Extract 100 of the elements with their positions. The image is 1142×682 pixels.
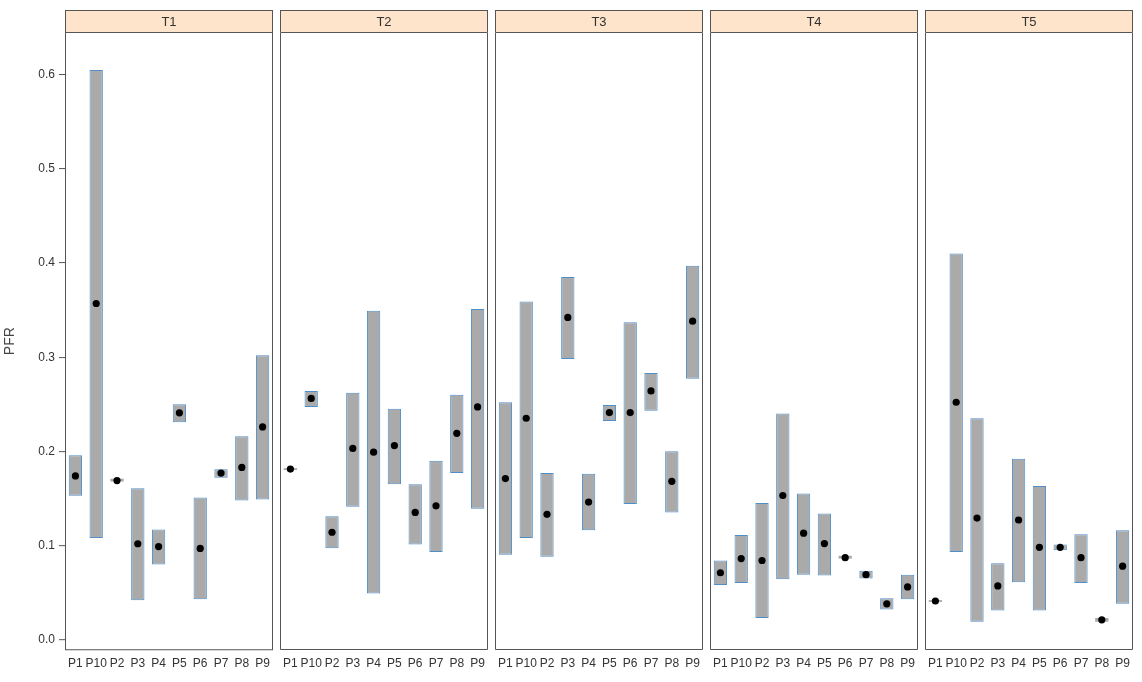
x-tick-label: P7	[643, 655, 659, 670]
x-tick-label: P10	[945, 655, 968, 670]
x-tick-label: P4	[366, 655, 382, 670]
panel-header-strip: T4	[710, 10, 918, 32]
point	[134, 539, 142, 548]
x-tick-label: P7	[1073, 655, 1089, 670]
point	[71, 472, 79, 480]
x-tick-label: P5	[817, 655, 833, 670]
y-tick-label: 0.1	[38, 537, 56, 552]
x-tick-label: P4	[796, 655, 812, 670]
x-tick-label: P3	[345, 655, 361, 670]
point	[522, 414, 530, 422]
point	[689, 317, 697, 325]
chart-title: T5	[1021, 14, 1037, 29]
point	[585, 498, 593, 506]
point	[432, 502, 440, 510]
x-tick-label: P8	[664, 655, 680, 670]
x-tick-label: P8	[879, 655, 895, 670]
panel-header-strip: T1	[65, 10, 273, 32]
x-tick-label: P3	[130, 655, 146, 670]
panel-header-strip: T3	[495, 10, 703, 32]
x-tick-label: P2	[754, 655, 770, 670]
point	[1077, 554, 1085, 562]
point	[286, 465, 294, 473]
y-tick-label: 0.6	[38, 66, 56, 81]
chart-title: T1	[161, 14, 177, 29]
x-tick-label: P2	[969, 655, 985, 670]
point	[370, 448, 378, 456]
point	[820, 539, 828, 548]
point	[411, 508, 419, 517]
point	[564, 313, 572, 322]
x-tick-label: P5	[387, 655, 403, 670]
x-tick-label: P1	[498, 655, 514, 670]
x-tick-label: P4	[151, 655, 167, 670]
point	[501, 474, 509, 483]
y-tick-label: 0.2	[38, 443, 56, 458]
point	[994, 582, 1002, 590]
x-tick-label: P1	[928, 655, 944, 670]
point	[196, 544, 204, 552]
point	[474, 403, 482, 411]
x-tick-label: P6	[192, 655, 208, 670]
x-tick-label: P4	[581, 655, 597, 670]
x-tick-label: P8	[1094, 655, 1110, 670]
point	[737, 555, 745, 563]
x-tick-label: P1	[713, 655, 729, 670]
y-tick-label: 0.0	[38, 631, 56, 646]
x-tick-label: P6	[407, 655, 423, 670]
x-tick-label: P9	[900, 655, 916, 670]
x-tick-label: P9	[255, 655, 271, 670]
x-tick-label: P4	[1011, 655, 1027, 670]
x-tick-label: P9	[470, 655, 486, 670]
x-tick-label: P9	[685, 655, 701, 670]
point	[238, 463, 246, 471]
chart-title: T3	[591, 14, 607, 29]
x-tick-label: P10	[85, 655, 108, 670]
x-tick-label: P8	[234, 655, 250, 670]
y-tick-label: 0.3	[38, 349, 56, 364]
point	[92, 299, 100, 307]
x-tick-label: P2	[539, 655, 555, 670]
point	[1119, 562, 1127, 570]
y-tick-label: 0.5	[38, 160, 56, 175]
point	[1035, 543, 1043, 551]
chart-title: T2	[376, 14, 392, 29]
point	[543, 510, 551, 518]
x-tick-label: P1	[283, 655, 299, 670]
x-tick-label: P10	[515, 655, 538, 670]
x-tick-label: P5	[602, 655, 618, 670]
x-tick-label: P6	[1052, 655, 1068, 670]
point	[390, 441, 398, 450]
point	[626, 409, 634, 417]
x-tick-label: P3	[990, 655, 1006, 670]
x-tick-label: P2	[109, 655, 125, 670]
panel-header-strip: T2	[280, 10, 488, 32]
point	[259, 423, 267, 431]
point	[952, 398, 960, 406]
x-tick-label: P9	[1115, 655, 1131, 670]
x-tick-label: P7	[858, 655, 874, 670]
x-tick-label: P10	[300, 655, 323, 670]
y-tick-label: 0.4	[38, 255, 56, 270]
x-tick-label: P7	[428, 655, 444, 670]
point	[155, 542, 163, 550]
chart-title: T4	[806, 14, 822, 29]
point	[973, 514, 981, 522]
point	[668, 477, 676, 485]
point	[647, 387, 655, 395]
point	[758, 556, 766, 565]
x-tick-label: P6	[622, 655, 638, 670]
x-tick-label: P3	[560, 655, 576, 670]
y-axis-title: PFR	[1, 326, 18, 355]
x-tick-label: P6	[837, 655, 853, 670]
point	[453, 429, 461, 437]
x-tick-label: P1	[68, 655, 84, 670]
x-tick-label: P3	[775, 655, 791, 670]
x-tick-label: P7	[213, 655, 229, 670]
point	[1015, 516, 1023, 524]
x-tick-label: P2	[324, 655, 340, 670]
point	[779, 491, 787, 500]
x-tick-label: P10	[730, 655, 753, 670]
point	[349, 444, 357, 452]
x-tick-label: P8	[449, 655, 465, 670]
